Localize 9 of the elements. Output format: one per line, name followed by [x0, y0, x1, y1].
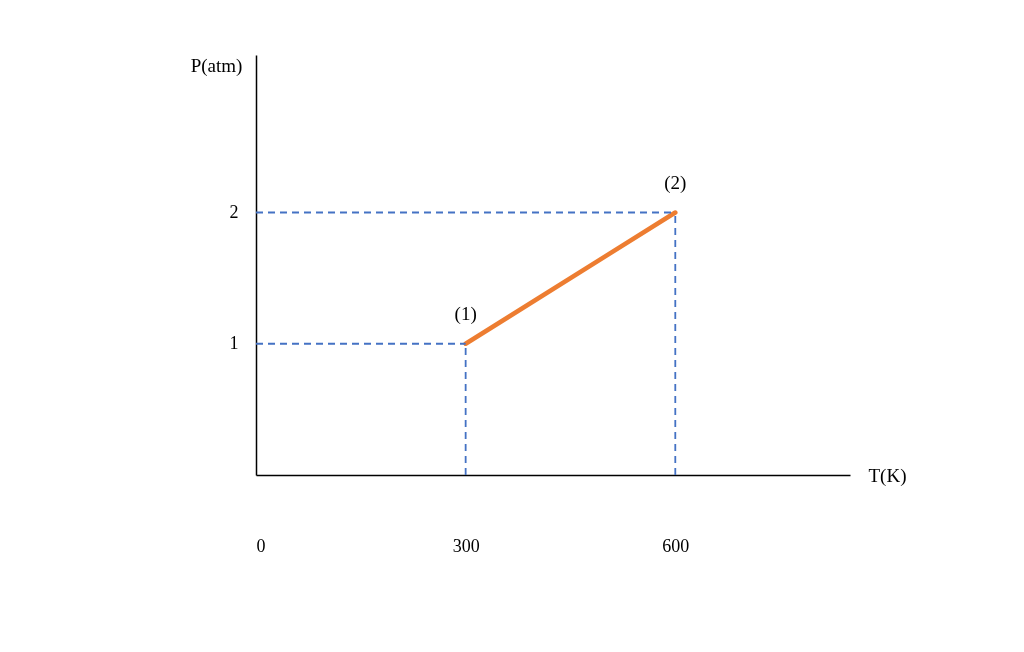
x-tick-label: 600: [662, 535, 690, 556]
annotation: (2): [664, 171, 687, 194]
y-tick-label: 1: [229, 333, 239, 354]
annotation: (1): [454, 302, 477, 325]
x-tick-label: 300: [452, 535, 480, 556]
x-tick-label: 0: [256, 535, 266, 556]
y-axis-title: P(atm): [190, 54, 243, 77]
y-tick-label: 2: [229, 202, 239, 222]
x-axis-title: T(K): [868, 464, 907, 487]
